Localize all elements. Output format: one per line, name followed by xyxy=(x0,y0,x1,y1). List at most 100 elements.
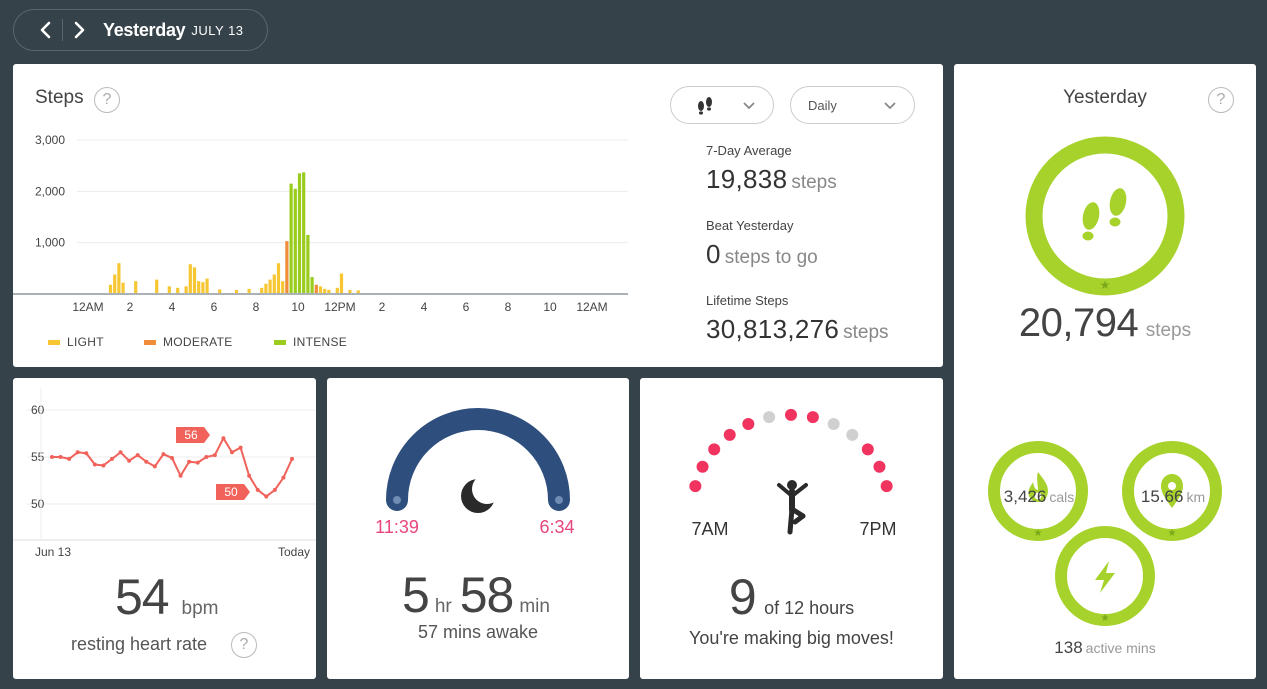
steps-bar xyxy=(167,286,171,294)
period-dropdown[interactable]: Daily xyxy=(790,86,915,124)
calories-star-icon: ★ xyxy=(1034,528,1043,539)
hour-dot xyxy=(785,408,797,421)
x-end-label: Today xyxy=(278,545,310,559)
y-tick-label: 55 xyxy=(31,450,45,464)
date-title: Yesterday xyxy=(103,19,186,40)
heart-rate-point xyxy=(118,450,123,455)
calories-label: 3,426 cals xyxy=(974,487,1104,507)
heart-rate-line xyxy=(52,436,293,498)
y-tick-label: 50 xyxy=(31,497,45,511)
sleep-hours-unit: hr xyxy=(434,596,452,617)
legend-moderate-swatch xyxy=(144,339,156,345)
heart-rate-unit: bpm xyxy=(181,598,219,619)
heart-rate-point xyxy=(195,460,200,465)
hourly-message: You're making big moves! xyxy=(689,628,894,648)
summary-title: Yesterday xyxy=(1063,87,1147,108)
heart-rate-point xyxy=(255,487,260,492)
heart-rate-point xyxy=(127,458,132,463)
heart-rate-point xyxy=(281,475,286,480)
steps-card: Steps ? 3,000 2,000 1,000 12AM 2 4 6 8 10 12PM 2 4 6… xyxy=(13,64,943,367)
heart-rate-point xyxy=(187,459,192,464)
sleep-card[interactable]: 11:39 6:34 5 hr 58 min 57 mins awake xyxy=(327,378,629,679)
sleep-gauge: 11:39 6:34 xyxy=(375,408,575,537)
stat-7day-number: 19,838 xyxy=(706,164,788,194)
chevron-right-icon xyxy=(74,21,85,39)
heart-rate-point xyxy=(264,494,269,499)
steps-bar xyxy=(218,289,222,294)
sleep-awake: 57 mins awake xyxy=(417,622,539,642)
steps-bar xyxy=(260,287,264,294)
heart-rate-point xyxy=(247,473,252,478)
heart-rate-point xyxy=(101,463,106,468)
stat-beat-unit: steps to go xyxy=(724,247,818,268)
steps-chart: 3,000 2,000 1,000 12AM 2 4 6 8 10 12PM 2 4 6 8 10 12AM xyxy=(13,133,628,314)
stat-7day-unit: steps xyxy=(791,172,837,193)
steps-bar xyxy=(134,281,138,294)
x-tick-label: 12AM xyxy=(72,300,103,314)
heart-rate-point xyxy=(50,455,54,459)
next-day-button[interactable] xyxy=(67,10,93,50)
distance-ring[interactable]: ★ xyxy=(1122,441,1222,541)
hour-dot xyxy=(696,460,709,473)
heart-rate-point xyxy=(67,456,72,461)
lightning-icon xyxy=(1095,561,1115,593)
sleep-duration: 5 hr 58 min xyxy=(402,566,550,624)
hourly-count-number: 9 xyxy=(728,569,757,625)
sleep-arc xyxy=(386,408,570,511)
steps-bar xyxy=(201,282,205,294)
flame-icon xyxy=(1028,472,1048,502)
steps-bar xyxy=(356,290,360,294)
stat-lifetime-label: Lifetime Steps xyxy=(706,293,789,308)
active-minutes-unit: active mins xyxy=(1085,640,1156,656)
sleep-start-dot xyxy=(393,496,401,504)
heart-rate-point xyxy=(161,452,166,457)
calories-ring[interactable]: ★ xyxy=(988,441,1088,541)
x-tick-label: 2 xyxy=(127,300,134,314)
high-flag xyxy=(176,427,210,443)
legend-moderate-label: MODERATE xyxy=(163,335,233,349)
stat-beat-label: Beat Yesterday xyxy=(706,218,794,233)
steps-ring[interactable]: ★ xyxy=(1025,136,1185,296)
sleep-end-time: 6:34 xyxy=(539,517,574,537)
hour-dot xyxy=(806,411,819,424)
heart-rate-point xyxy=(204,455,209,459)
stat-lifetime-number: 30,813,276 xyxy=(706,314,840,344)
summary-steps-value: 20,794 xyxy=(1018,301,1139,345)
x-tick-label: 4 xyxy=(421,300,428,314)
y-tick-label: 3,000 xyxy=(35,133,65,147)
hourly-activity-card[interactable]: 7AM 7PM 9 of 12 hours You're making big … xyxy=(640,378,943,679)
heart-help-icon[interactable]: ? xyxy=(231,632,257,658)
steps-bar xyxy=(327,289,331,294)
steps-bar xyxy=(117,263,121,294)
steps-bar xyxy=(323,288,327,294)
x-tick-label: 8 xyxy=(505,300,512,314)
heart-rate-chart: 60 55 50 56 50 Jun 13 Today xyxy=(13,388,316,559)
heart-rate-point xyxy=(110,456,114,461)
heart-rate-point xyxy=(230,450,234,455)
distance-value: 15.66 xyxy=(1140,487,1184,506)
active-minutes-value: 138 xyxy=(1054,638,1083,657)
stat-beat-value: 0 steps to go xyxy=(706,239,818,270)
activity-type-dropdown[interactable] xyxy=(670,86,774,124)
sleep-end-dot xyxy=(555,496,563,504)
hourly-of-text: of 12 hours xyxy=(764,598,855,618)
legend-intense-label: INTENSE xyxy=(293,335,348,349)
heart-rate-point xyxy=(170,455,174,460)
summary-help-icon[interactable]: ? xyxy=(1208,87,1234,113)
steps-help-icon[interactable]: ? xyxy=(94,87,120,113)
steps-bar xyxy=(247,288,251,294)
date-subtitle: JULY 13 xyxy=(191,22,244,38)
steps-bar xyxy=(314,284,318,294)
steps-bar xyxy=(205,278,209,294)
distance-unit: km xyxy=(1186,489,1206,505)
heart-rate-label: resting heart rate xyxy=(71,634,208,654)
heart-rate-point xyxy=(92,462,97,467)
x-tick-label: 6 xyxy=(463,300,470,314)
hour-dot xyxy=(723,428,736,441)
steps-bar xyxy=(234,289,239,294)
sleep-minutes: 58 xyxy=(459,567,515,623)
heart-rate-card[interactable]: 60 55 50 56 50 Jun 13 Today 54 bpm resting hea… xyxy=(13,378,316,679)
x-tick-label: 4 xyxy=(169,300,176,314)
active-minutes-ring[interactable]: ★ xyxy=(1055,526,1155,626)
previous-day-button[interactable] xyxy=(32,10,58,50)
